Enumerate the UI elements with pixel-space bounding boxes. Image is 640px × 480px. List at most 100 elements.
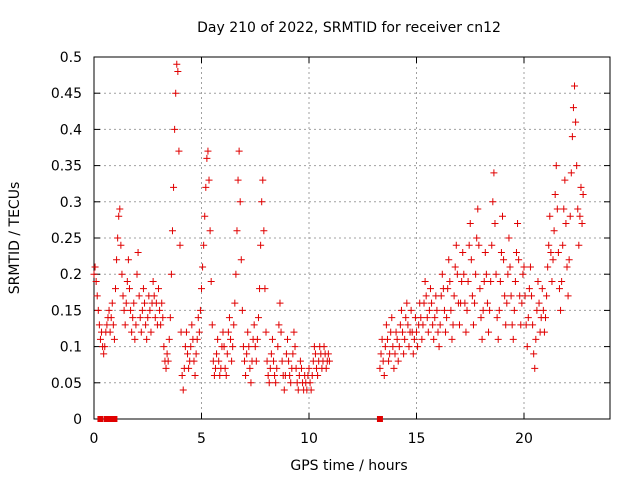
data-point	[91, 263, 99, 271]
data-point	[490, 169, 498, 177]
data-point	[466, 220, 474, 228]
data-point	[134, 248, 142, 256]
data-point	[394, 357, 402, 365]
data-point	[230, 321, 238, 329]
data-point	[495, 306, 503, 314]
data-point	[477, 314, 485, 322]
data-point	[187, 343, 195, 351]
data-point	[112, 285, 119, 293]
data-point	[253, 335, 261, 343]
data-point	[550, 227, 558, 235]
data-point	[176, 241, 184, 249]
x-tick-label: 5	[197, 431, 206, 447]
data-point	[557, 306, 565, 314]
data-point	[286, 372, 294, 380]
data-point	[105, 306, 113, 314]
data-point	[94, 306, 102, 314]
data-point	[204, 147, 212, 155]
data-point	[506, 263, 514, 271]
data-point	[274, 343, 282, 351]
data-point	[472, 270, 480, 278]
data-point	[214, 335, 222, 343]
data-point	[171, 125, 179, 133]
data-point	[403, 299, 411, 307]
data-point	[128, 328, 136, 336]
y-tick-label: 0.2	[60, 267, 82, 283]
data-point	[410, 335, 418, 343]
data-point	[284, 335, 291, 343]
data-point	[518, 299, 526, 307]
data-point	[260, 227, 268, 235]
data-point	[125, 285, 133, 293]
x-tick-label: 20	[515, 431, 533, 447]
data-point	[569, 104, 577, 112]
data-point	[131, 335, 139, 343]
data-point	[501, 292, 509, 300]
y-tick-label: 0.1	[60, 340, 82, 356]
data-point	[291, 343, 299, 351]
data-point	[539, 306, 547, 314]
y-tick-label: 0.15	[51, 303, 82, 319]
data-point	[258, 198, 266, 206]
data-point	[160, 343, 168, 351]
data-point	[207, 277, 215, 285]
y-tick-label: 0.45	[51, 86, 82, 102]
data-point	[246, 364, 254, 372]
data-point	[538, 285, 546, 293]
data-point	[110, 335, 118, 343]
data-point	[247, 379, 255, 387]
data-point	[508, 321, 516, 329]
data-point	[136, 314, 144, 322]
data-point	[277, 328, 285, 336]
data-point	[146, 306, 154, 314]
data-point	[221, 364, 229, 372]
data-point	[523, 343, 531, 351]
y-tick-label: 0	[73, 412, 82, 428]
data-point	[193, 335, 201, 343]
data-point	[202, 183, 210, 191]
data-point	[229, 343, 237, 351]
data-point	[220, 343, 228, 351]
data-point	[568, 133, 576, 141]
data-point	[559, 241, 567, 249]
data-point	[90, 270, 98, 278]
data-point	[184, 350, 192, 358]
data-point	[473, 234, 481, 242]
data-point	[391, 350, 399, 358]
data-point	[464, 277, 472, 285]
y-tick-label: 0.05	[51, 376, 82, 392]
data-point	[452, 241, 460, 249]
data-point	[191, 372, 199, 380]
zero-marker	[111, 416, 118, 422]
data-point	[430, 335, 438, 343]
data-point	[449, 321, 457, 329]
data-point	[382, 321, 390, 329]
data-point	[566, 212, 574, 220]
data-point	[443, 314, 451, 322]
data-point	[116, 205, 124, 213]
data-point	[576, 212, 584, 220]
data-point	[170, 183, 178, 191]
x-tick-label: 0	[90, 431, 99, 447]
data-point	[401, 335, 409, 343]
data-point	[273, 364, 281, 372]
data-point	[215, 357, 223, 365]
data-point	[159, 314, 167, 322]
data-point	[297, 364, 305, 372]
data-point	[540, 328, 548, 336]
data-point	[259, 176, 267, 184]
data-point	[314, 372, 322, 380]
data-point	[574, 205, 582, 213]
data-point	[469, 321, 477, 329]
data-point	[451, 263, 459, 271]
data-point	[448, 335, 456, 343]
data-point	[254, 314, 262, 322]
data-point	[268, 335, 276, 343]
data-point	[166, 314, 174, 322]
data-point	[409, 350, 417, 358]
data-point	[175, 147, 183, 155]
data-point	[143, 335, 151, 343]
data-point	[147, 328, 155, 336]
data-point	[231, 299, 239, 307]
data-point	[431, 314, 439, 322]
